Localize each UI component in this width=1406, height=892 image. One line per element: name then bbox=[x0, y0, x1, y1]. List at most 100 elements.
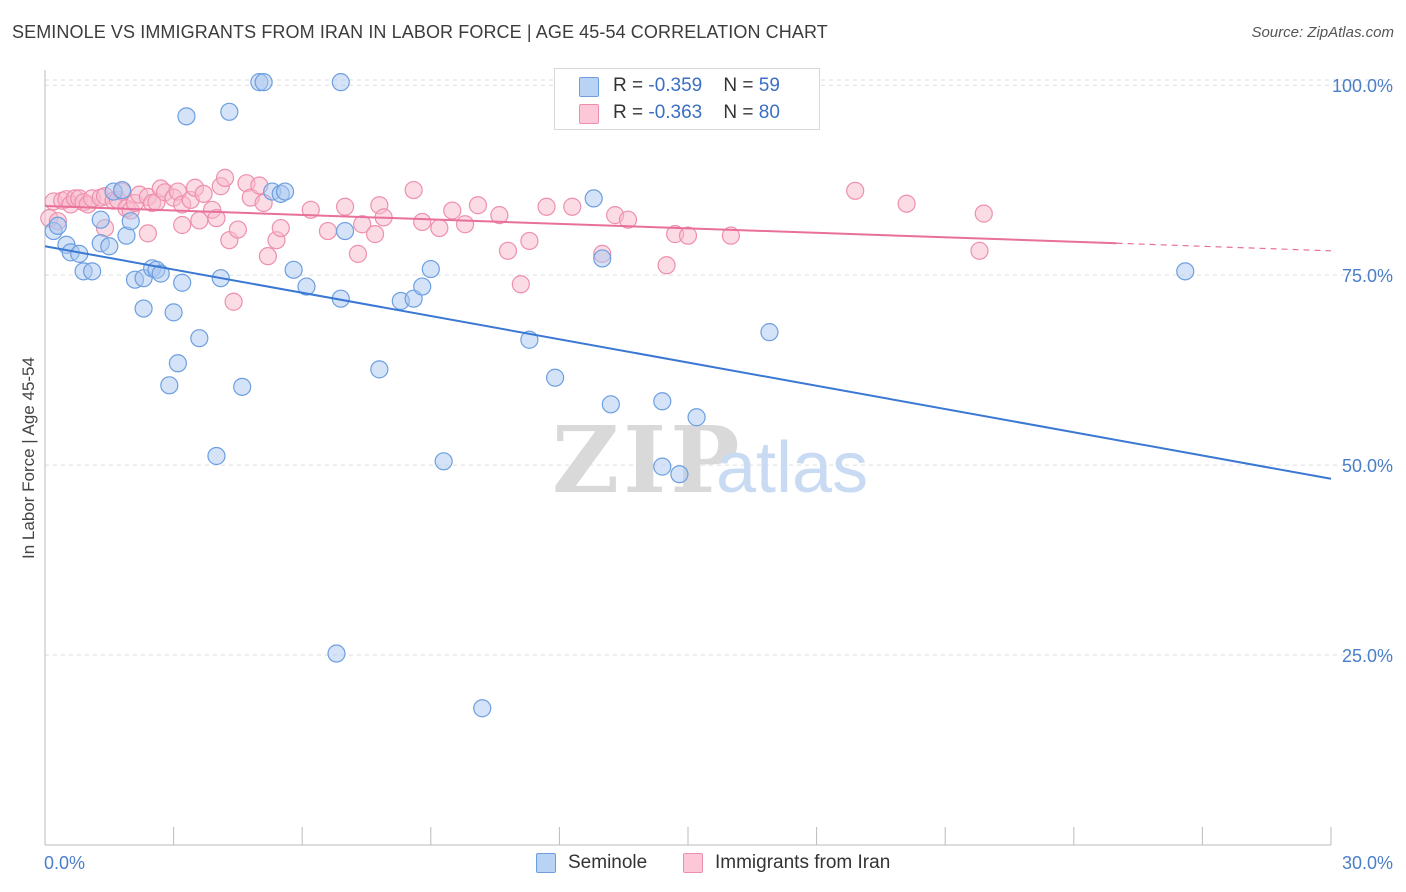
x-tick-label-1: 30.0% bbox=[1342, 853, 1393, 873]
series-seminole bbox=[44, 73, 1195, 718]
trend-line-iran bbox=[44, 205, 1117, 245]
point-seminole-24 bbox=[177, 107, 196, 126]
point-seminole-13 bbox=[121, 212, 140, 231]
point-iran-75 bbox=[721, 226, 740, 245]
trend-lines bbox=[44, 205, 1332, 480]
point-seminole-43 bbox=[413, 277, 432, 296]
point-seminole-6 bbox=[83, 262, 102, 281]
point-seminole-53 bbox=[653, 392, 672, 411]
point-iran-34 bbox=[194, 184, 213, 203]
point-seminole-58 bbox=[275, 182, 295, 201]
point-seminole-21 bbox=[164, 303, 183, 322]
point-seminole-26 bbox=[207, 446, 226, 466]
trend-line-seminole bbox=[44, 245, 1332, 480]
legend-r-label: R = bbox=[613, 102, 649, 123]
point-iran-51 bbox=[335, 197, 355, 216]
point-seminole-19 bbox=[151, 264, 170, 283]
point-seminole-35 bbox=[297, 277, 316, 296]
point-iran-58 bbox=[413, 212, 432, 232]
point-seminole-50 bbox=[593, 249, 612, 268]
point-iran-74 bbox=[678, 226, 698, 245]
point-iran-67 bbox=[537, 197, 556, 216]
watermark-zip: ZIP bbox=[552, 406, 743, 514]
point-seminole-1 bbox=[48, 216, 67, 235]
point-seminole-48 bbox=[546, 368, 565, 387]
point-iran-46 bbox=[258, 247, 278, 266]
point-iran-62 bbox=[468, 196, 488, 215]
point-iran-63 bbox=[490, 206, 509, 225]
y-tick-label-2: 75.0% bbox=[1342, 266, 1393, 286]
point-seminole-56 bbox=[760, 323, 779, 342]
point-iran-72 bbox=[657, 256, 676, 275]
point-iran-36 bbox=[207, 209, 226, 228]
point-iran-52 bbox=[348, 244, 368, 263]
point-iran-54 bbox=[365, 225, 385, 244]
y-axis-label: In Labor Force | Age 45-54 bbox=[19, 357, 38, 559]
legend-swatch-seminole bbox=[579, 77, 599, 97]
point-iran-79 bbox=[974, 204, 993, 223]
point-seminole-16 bbox=[134, 299, 153, 318]
point-seminole-9 bbox=[100, 237, 119, 256]
point-iran-78 bbox=[970, 241, 989, 260]
point-iran-49 bbox=[301, 200, 320, 219]
tick-labels: 25.0% 50.0% 75.0% 100.0% 0.0% 30.0% bbox=[44, 76, 1393, 873]
point-seminole-45 bbox=[434, 452, 453, 471]
x-tick-label-0: 0.0% bbox=[44, 853, 85, 873]
source-credit: Source: ZipAtlas.com bbox=[1251, 24, 1394, 41]
point-seminole-23 bbox=[173, 273, 192, 292]
point-seminole-37 bbox=[331, 73, 350, 92]
point-iran-65 bbox=[511, 275, 530, 294]
correlation-legend: R = -0.359 N = 59 R = -0.363 N = 80 bbox=[554, 68, 820, 130]
point-seminole-40 bbox=[370, 360, 389, 379]
bottom-legend-label-iran: Immigrants from Iran bbox=[715, 852, 891, 873]
point-seminole-57 bbox=[1176, 262, 1195, 281]
point-iran-77 bbox=[897, 194, 916, 213]
point-seminole-51 bbox=[601, 395, 620, 414]
y-tick-label-3: 100.0% bbox=[1332, 76, 1393, 96]
point-seminole-44 bbox=[421, 259, 440, 279]
point-seminole-36 bbox=[327, 644, 346, 663]
point-seminole-25 bbox=[190, 329, 209, 348]
point-iran-76 bbox=[846, 181, 865, 200]
point-iran-50 bbox=[318, 221, 338, 241]
point-iran-22 bbox=[138, 224, 157, 243]
point-seminole-11 bbox=[113, 180, 132, 200]
point-seminole-34 bbox=[284, 260, 303, 279]
point-iran-60 bbox=[443, 201, 462, 220]
point-iran-30 bbox=[173, 215, 192, 235]
point-seminole-28 bbox=[220, 102, 239, 121]
point-iran-66 bbox=[520, 231, 539, 251]
point-seminole-46 bbox=[473, 699, 492, 718]
bottom-legend-swatch-seminole bbox=[536, 853, 556, 873]
y-tick-label-1: 50.0% bbox=[1342, 456, 1393, 476]
chart-title: SEMINOLE VS IMMIGRANTS FROM IRAN IN LABO… bbox=[12, 22, 828, 42]
y-tick-label-0: 25.0% bbox=[1342, 646, 1393, 666]
point-iran-40 bbox=[224, 292, 243, 311]
point-iran-53 bbox=[353, 215, 372, 234]
legend-n-value-iran: 80 bbox=[758, 102, 780, 123]
bottom-legend-swatch-iran bbox=[683, 853, 703, 873]
point-iran-59 bbox=[430, 218, 449, 238]
legend-n-label: N = bbox=[723, 75, 759, 96]
legend-r-value-iran: -0.363 bbox=[648, 102, 703, 123]
point-seminole-31 bbox=[254, 73, 273, 92]
point-seminole-20 bbox=[160, 376, 179, 395]
point-iran-64 bbox=[498, 241, 518, 260]
point-seminole-54 bbox=[670, 465, 689, 484]
legend-swatch-iran bbox=[579, 104, 599, 124]
legend-r-value-seminole: -0.359 bbox=[648, 75, 703, 96]
point-seminole-55 bbox=[687, 408, 706, 427]
watermark-atlas: atlas bbox=[716, 428, 868, 508]
bottom-legend-label-seminole: Seminole bbox=[568, 852, 648, 873]
point-seminole-39 bbox=[335, 221, 355, 241]
legend-r-label: R = bbox=[613, 75, 649, 96]
point-iran-68 bbox=[563, 197, 582, 216]
point-iran-57 bbox=[404, 180, 423, 200]
point-iran-48 bbox=[271, 218, 290, 238]
point-seminole-52 bbox=[653, 457, 672, 476]
point-iran-38 bbox=[215, 168, 235, 187]
point-seminole-22 bbox=[168, 354, 187, 373]
point-iran-71 bbox=[618, 210, 638, 229]
legend-n-label: N = bbox=[723, 102, 759, 123]
